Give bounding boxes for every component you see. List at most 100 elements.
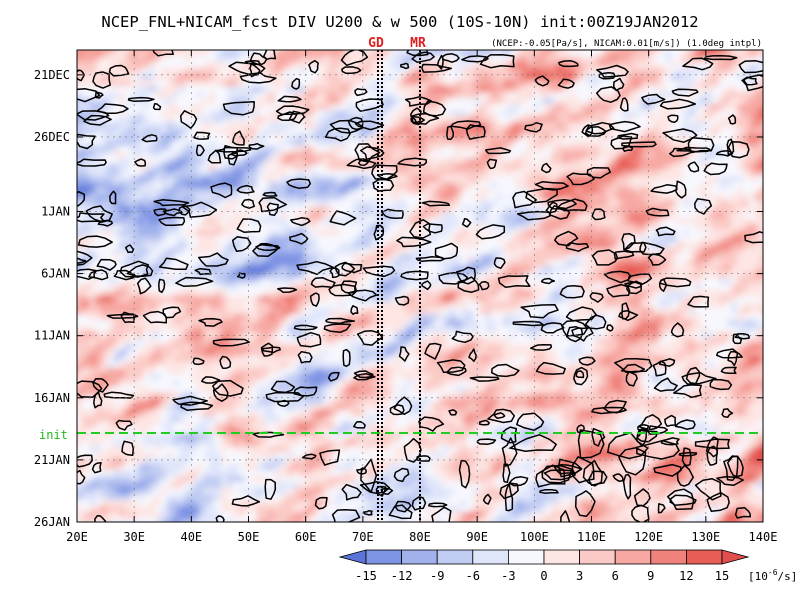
field-cell [323, 152, 330, 159]
field-cell [641, 80, 648, 87]
field-cell [533, 56, 540, 63]
field-cell [557, 110, 564, 117]
field-cell [725, 50, 732, 57]
field-cell [89, 200, 96, 207]
field-cell [353, 212, 360, 219]
field-cell [461, 242, 468, 249]
field-cell [299, 296, 306, 303]
field-cell [155, 254, 162, 261]
field-cell [131, 224, 138, 231]
field-cell [263, 176, 270, 183]
field-cell [509, 50, 516, 57]
field-cell [245, 248, 252, 255]
field-cell [215, 266, 222, 273]
field-cell [155, 62, 162, 69]
field-cell [389, 86, 396, 93]
field-cell [371, 170, 378, 177]
field-cell [533, 146, 540, 153]
field-cell [683, 200, 690, 207]
field-cell [161, 110, 168, 117]
field-cell [95, 110, 102, 117]
field-cell [401, 74, 408, 81]
field-cell [629, 182, 636, 189]
field-cell [569, 272, 576, 279]
field-cell [191, 224, 198, 231]
field-cell [119, 296, 126, 303]
field-cell [443, 218, 450, 225]
field-cell [593, 248, 600, 255]
field-cell [293, 284, 300, 291]
field-cell [551, 254, 558, 261]
field-cell [125, 254, 132, 261]
field-cell [329, 200, 336, 207]
field-cell [767, 152, 774, 159]
field-cell [305, 278, 312, 285]
field-cell [215, 272, 222, 279]
field-cell [251, 152, 258, 159]
field-cell [203, 278, 210, 285]
field-cell [233, 122, 240, 129]
field-cell [641, 74, 648, 81]
field-cell [323, 206, 330, 213]
field-cell [161, 68, 168, 75]
field-cell [611, 278, 618, 285]
field-cell [215, 128, 222, 135]
field-cell [611, 248, 618, 255]
field-cell [77, 290, 84, 297]
field-cell [653, 134, 660, 141]
field-cell [623, 212, 630, 219]
field-cell [179, 146, 186, 153]
field-cell [143, 50, 150, 57]
field-cell [203, 116, 210, 123]
field-cell [449, 80, 456, 87]
field-cell [431, 134, 438, 141]
field-cell [311, 80, 318, 87]
field-cell [215, 110, 222, 117]
field-cell [227, 158, 234, 165]
field-cell [335, 62, 342, 69]
field-cell [143, 110, 150, 117]
field-cell [701, 290, 708, 297]
field-cell [443, 176, 450, 183]
field-cell [455, 182, 462, 189]
field-cell [371, 128, 378, 135]
field-cell [485, 272, 492, 279]
field-cell [677, 176, 684, 183]
field-cell [227, 116, 234, 123]
field-cell [443, 86, 450, 93]
field-cell [383, 68, 390, 75]
field-cell [443, 122, 450, 129]
field-cell [167, 92, 174, 99]
field-cell [539, 146, 546, 153]
field-cell [95, 86, 102, 93]
field-cell [707, 140, 714, 147]
field-cell [689, 218, 696, 225]
field-cell [761, 188, 763, 195]
field-cell [683, 62, 690, 69]
field-cell [551, 224, 558, 231]
field-cell [647, 182, 654, 189]
field-cell [299, 62, 306, 69]
field-cell [557, 218, 564, 225]
field-cell [365, 86, 372, 93]
field-cell [311, 260, 318, 267]
field-cell [707, 116, 714, 123]
field-cell [743, 278, 750, 285]
field-cell [761, 182, 763, 189]
field-cell [623, 68, 630, 75]
field-cell [167, 218, 174, 225]
field-cell [665, 176, 672, 183]
field-cell [329, 254, 336, 261]
field-cell [203, 50, 210, 57]
field-cell [593, 170, 600, 177]
field-cell [257, 98, 264, 105]
field-cell [569, 128, 576, 135]
field-cell [215, 122, 222, 129]
field-cell [719, 260, 726, 267]
field-cell [521, 200, 528, 207]
field-cell [119, 248, 126, 255]
field-cell [743, 128, 750, 135]
field-cell [653, 200, 660, 207]
field-cell [719, 116, 726, 123]
field-cell [545, 284, 552, 291]
